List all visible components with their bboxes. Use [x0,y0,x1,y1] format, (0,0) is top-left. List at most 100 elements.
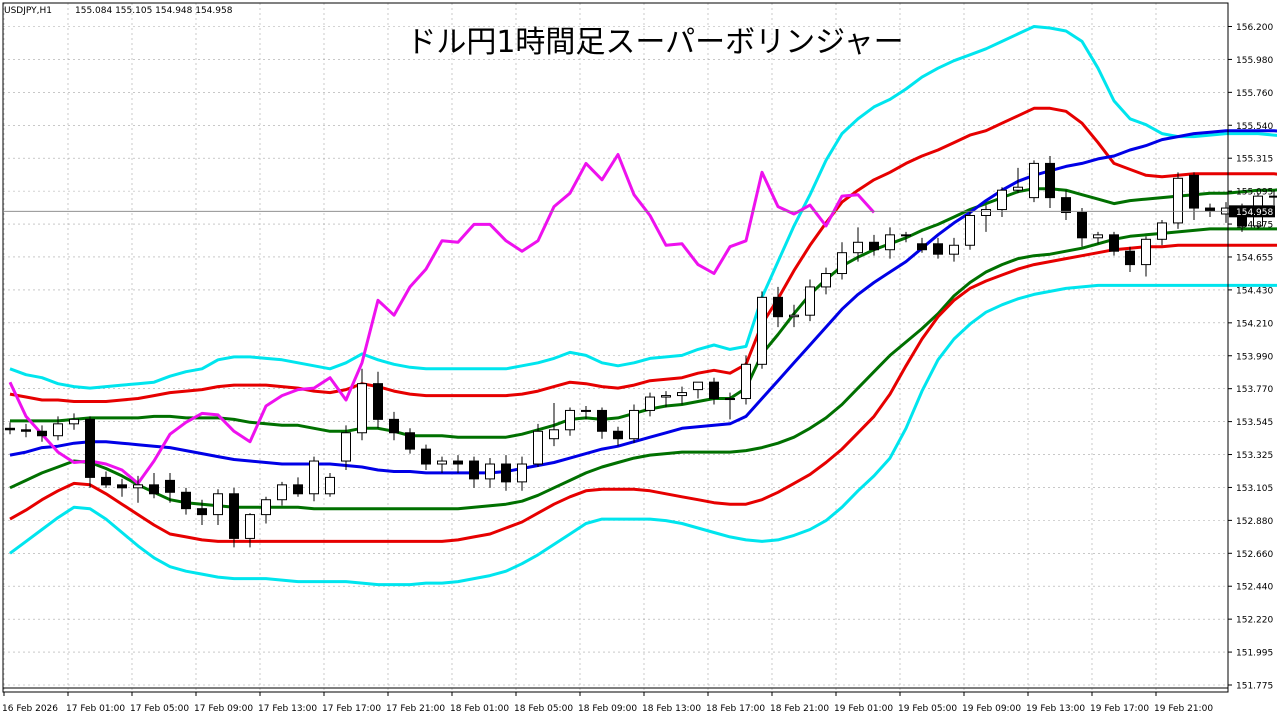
candle-body [389,418,399,434]
y-tick-label: 153.545 [1236,418,1273,428]
series-line-5 [9,243,1277,543]
candle-body [741,363,751,400]
x-tick-label: 17 Feb 21:00 [386,704,445,714]
chart-frame [2,2,1229,693]
candle-body [245,514,255,539]
last-price-marker: 154.958 [3,205,1275,218]
candle-body [5,427,15,431]
x-tick-label: 19 Feb 01:00 [834,704,893,714]
candle-body [885,234,895,251]
candle-body [597,409,607,432]
candle-body [581,409,591,412]
chart-title: ドル円1時間足スーパーボリンジャー [406,25,903,60]
candle-body [37,430,47,437]
candle-body [917,243,927,251]
candle-body [933,243,943,255]
candle-body [213,493,223,516]
candle-body [661,395,671,398]
y-tick-label: 154.210 [1236,319,1273,329]
candle-body [261,499,271,516]
candle-body [997,189,1007,211]
x-tick-label: 16 Feb 2026 [2,704,58,714]
x-tick-label: 17 Feb 13:00 [258,704,317,714]
candle-body [693,381,703,391]
candle-body [21,429,31,432]
candle-body [1029,162,1039,199]
candle-body [1045,162,1055,199]
y-tick-label: 155.540 [1236,122,1273,132]
candle-body [421,448,431,465]
candle-body [53,423,63,437]
candle-body [501,463,511,483]
candle-body [837,252,847,275]
candle-body [1109,234,1119,252]
y-axis: 156.200 155.980 155.760 155.540 155.315 155.0… [1228,23,1273,692]
series-line-0 [9,25,1277,390]
y-tick-label: 155.095 [1236,188,1273,198]
candle-body [533,430,543,465]
candle-body [85,418,95,478]
last-price-box [1229,205,1275,218]
candle-body [133,484,143,489]
y-tick-label: 152.660 [1236,550,1273,560]
y-tick-label: 152.220 [1236,616,1273,626]
series-line-6 [9,283,1277,587]
y-tick-label: 154.655 [1236,253,1273,263]
y-tick-label: 152.880 [1236,517,1273,527]
y-tick-label: 153.325 [1236,451,1273,461]
candle-body [613,430,623,440]
candle-body [1205,207,1215,212]
candle-body [757,296,767,365]
candle-body [949,244,959,255]
x-tick-label: 19 Feb 17:00 [1090,704,1149,714]
candle-body [117,484,127,489]
candle-body [853,241,863,254]
series-line-3 [9,129,1277,475]
candle-body [773,296,783,318]
candle-body [453,460,463,465]
candle-body [469,460,479,480]
candle-body [1173,177,1183,224]
candle-body [1125,250,1135,266]
y-tick-label: 155.760 [1236,89,1273,99]
candle-body [1269,195,1277,198]
x-axis: 16 Feb 2026 17 Feb 01:00 17 Feb 05:00 17 Fe… [2,692,1213,714]
x-tick-label: 18 Feb 21:00 [770,704,829,714]
x-tick-label: 18 Feb 01:00 [450,704,509,714]
candle-body [517,463,527,483]
candle-body [821,273,831,288]
candle-body [629,409,639,440]
x-tick-label: 17 Feb 17:00 [322,704,381,714]
candle-body [357,383,367,434]
x-tick-label: 18 Feb 13:00 [642,704,701,714]
x-tick-label: 17 Feb 01:00 [66,704,125,714]
y-tick-label: 151.995 [1236,649,1273,659]
candle-body [901,234,911,237]
candle-body [645,396,655,411]
candle-body [805,286,815,316]
candle-body [405,432,415,450]
x-tick-label: 18 Feb 09:00 [578,704,637,714]
candle-body [565,409,575,431]
y-tick-label: 151.775 [1236,682,1273,692]
series-line-7 [8,153,876,485]
candle-body [1189,174,1199,209]
candle-body [325,476,335,495]
candle-body [149,484,159,495]
x-tick-label: 18 Feb 17:00 [706,704,765,714]
x-tick-label: 19 Feb 21:00 [1154,704,1213,714]
candle-body [485,463,495,480]
candle-body [789,314,799,318]
y-tick-label: 153.105 [1236,484,1273,494]
y-tick-label: 153.990 [1236,352,1273,362]
candle-body [197,508,207,516]
grid [3,3,1228,692]
candle-body [101,476,111,486]
candle-body [677,392,687,397]
x-tick-label: 18 Feb 05:00 [514,704,573,714]
candle-body [1061,197,1071,214]
x-tick-label: 19 Feb 13:00 [1026,704,1085,714]
series-line-4 [9,227,1277,511]
candle-body [709,381,719,400]
